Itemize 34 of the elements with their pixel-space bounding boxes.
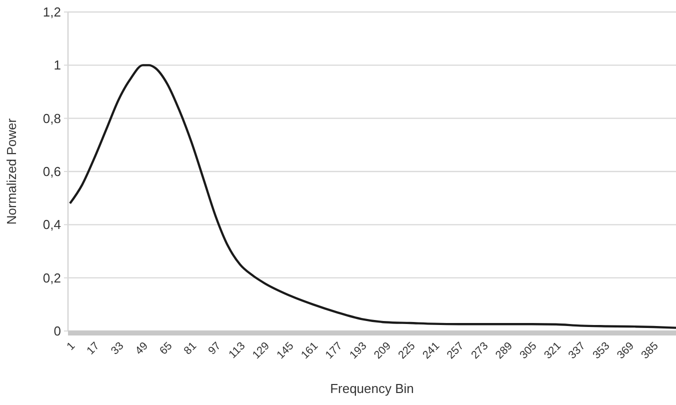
x-tick-label: 321 xyxy=(542,340,564,362)
x-tick-label: 209 xyxy=(372,340,394,362)
x-tick-label: 65 xyxy=(158,340,175,358)
y-tick-label: 0,2 xyxy=(42,270,61,286)
x-tick-label: 161 xyxy=(299,340,321,362)
x-tick-label: 17 xyxy=(84,340,102,358)
y-axis-title: Normalized Power xyxy=(4,118,19,225)
y-tick-label: 0,6 xyxy=(42,164,61,180)
x-tick-label: 385 xyxy=(639,340,661,362)
x-tick-label: 225 xyxy=(396,340,418,362)
x-tick-label: 81 xyxy=(182,340,200,358)
x-tick-label: 257 xyxy=(444,340,466,362)
x-tick-label: 273 xyxy=(469,340,491,362)
y-tick-label: 0,8 xyxy=(42,110,61,126)
x-tick-label: 305 xyxy=(518,340,540,362)
y-tick-label: 1,2 xyxy=(42,4,61,20)
y-tick-label: 1 xyxy=(54,58,61,73)
y-tick-label: 0,4 xyxy=(42,217,61,232)
x-tick-label: 1 xyxy=(64,340,78,353)
x-tick-label: 129 xyxy=(250,340,272,362)
x-tick-label: 353 xyxy=(590,340,612,362)
x-tick-label: 289 xyxy=(494,340,515,362)
x-tick-label: 33 xyxy=(109,340,126,358)
x-tick-label: 337 xyxy=(566,340,588,362)
x-tick-label: 369 xyxy=(615,340,636,362)
x-tick-label: 113 xyxy=(226,340,248,361)
x-tick-label: 241 xyxy=(420,340,442,362)
y-tick-label: 0 xyxy=(54,324,61,339)
x-tick-label: 177 xyxy=(323,340,345,362)
x-tick-label: 49 xyxy=(133,340,150,358)
x-tick-label: 145 xyxy=(274,340,296,362)
x-axis-title: Frequency Bin xyxy=(330,381,414,396)
x-tick-label: 97 xyxy=(206,340,224,358)
x-tick-label: 193 xyxy=(348,340,370,362)
